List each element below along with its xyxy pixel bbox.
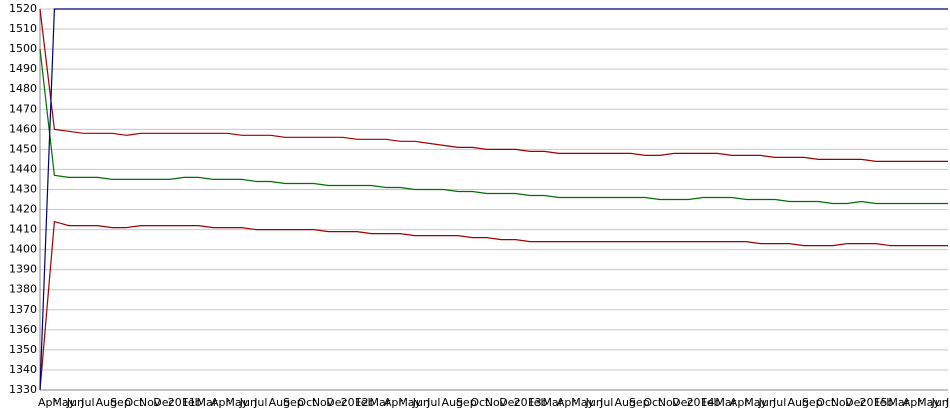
x-tick-label: May (744, 396, 767, 409)
y-tick-label: 1370 (9, 303, 37, 316)
x-tick-label: Mar (197, 396, 218, 409)
x-tick-label: Oct (816, 396, 836, 409)
y-tick-label: 1480 (9, 82, 37, 95)
x-tick-label: Nov (485, 396, 507, 409)
x-tick-label: Feb (355, 396, 374, 409)
series-line (39, 8, 948, 391)
x-tick-label: Jun (931, 396, 949, 409)
x-tick-label: Oct (470, 396, 490, 409)
series-line (39, 220, 948, 391)
x-tick-label: Jun (412, 396, 430, 409)
y-tick-label: 1390 (9, 263, 37, 276)
x-tick-label: Jul (80, 396, 94, 409)
x-tick-label: Aug (442, 396, 463, 409)
x-tick-label: Oct (297, 396, 317, 409)
x-tick-label: Jun (585, 396, 603, 409)
series-line (39, 49, 948, 205)
x-tick-label: May (917, 396, 940, 409)
x-tick-label: Aug (787, 396, 808, 409)
x-tick-label: Feb (701, 396, 720, 409)
x-tick-label: Sep (110, 396, 131, 409)
x-tick-label: May (52, 396, 75, 409)
x-tick-label: Nov (139, 396, 161, 409)
y-tick-label: 1440 (9, 162, 37, 175)
x-tick-label: 2014 (687, 396, 715, 409)
x-tick-label: Jul (945, 396, 950, 409)
x-tick-label: Jun (758, 396, 776, 409)
x-tick-label: Apr (557, 396, 577, 409)
y-tick-label: 1410 (9, 223, 37, 236)
y-tick-label: 1360 (9, 323, 37, 336)
x-tick-label: Sep (802, 396, 823, 409)
y-tick-label: 1420 (9, 203, 37, 216)
x-tick-label: Mar (542, 396, 563, 409)
x-tick-label: Nov (312, 396, 334, 409)
x-tick-label: Dec (326, 396, 347, 409)
x-tick-label: Mar (369, 396, 390, 409)
x-tick-label: 2013 (514, 396, 542, 409)
x-tick-label: Feb (528, 396, 547, 409)
y-tick-label: 1380 (9, 283, 37, 296)
x-tick-label: Feb (874, 396, 893, 409)
x-tick-label: Sep (629, 396, 650, 409)
y-tick-label: 1510 (9, 22, 37, 35)
x-tick-label: Dec (845, 396, 866, 409)
y-tick-label: 1520 (9, 2, 37, 15)
x-tick-label: Jun (239, 396, 257, 409)
x-tick-label: Aug (96, 396, 117, 409)
x-tick-label: Nov (831, 396, 853, 409)
x-tick-label: Jul (599, 396, 613, 409)
x-tick-label: Oct (124, 396, 144, 409)
x-tick-label: Apr (903, 396, 923, 409)
x-tick-label: Aug (615, 396, 636, 409)
series-line (39, 8, 948, 162)
y-tick-label: 1430 (9, 182, 37, 195)
y-tick-label: 1340 (9, 363, 37, 376)
x-tick-label: May (398, 396, 421, 409)
x-tick-label: Mar (715, 396, 736, 409)
x-tick-label: Apr (38, 396, 58, 409)
x-tick-label: Jul (426, 396, 440, 409)
x-tick-label: Jun (66, 396, 84, 409)
y-tick-label: 1460 (9, 122, 37, 135)
y-tick-label: 1470 (9, 102, 37, 115)
x-tick-label: Oct (643, 396, 663, 409)
x-tick-label: 2015 (860, 396, 888, 409)
x-tick-label: 2011 (168, 396, 196, 409)
x-tick-label: Sep (283, 396, 304, 409)
x-tick-label: Mar (888, 396, 909, 409)
x-tick-label: Dec (672, 396, 693, 409)
x-tick-label: Nov (658, 396, 680, 409)
x-tick-label: Sep (456, 396, 477, 409)
x-tick-label: Aug (269, 396, 290, 409)
x-tick-label: Dec (499, 396, 520, 409)
y-tick-label: 1450 (9, 142, 37, 155)
x-tick-label: Apr (384, 396, 404, 409)
x-tick-label: May (225, 396, 248, 409)
y-tick-label: 1490 (9, 62, 37, 75)
x-tick-label: Jul (253, 396, 267, 409)
y-tick-label: 1330 (9, 383, 37, 396)
y-tick-label: 1350 (9, 343, 37, 356)
x-tick-label: Jul (772, 396, 786, 409)
x-tick-label: Apr (211, 396, 231, 409)
x-tick-label: Apr (730, 396, 750, 409)
x-tick-label: Dec (153, 396, 174, 409)
x-tick-label: 2012 (341, 396, 369, 409)
x-tick-label: Feb (182, 396, 201, 409)
y-tick-label: 1400 (9, 243, 37, 256)
x-tick-label: May (571, 396, 594, 409)
y-tick-label: 1500 (9, 42, 37, 55)
